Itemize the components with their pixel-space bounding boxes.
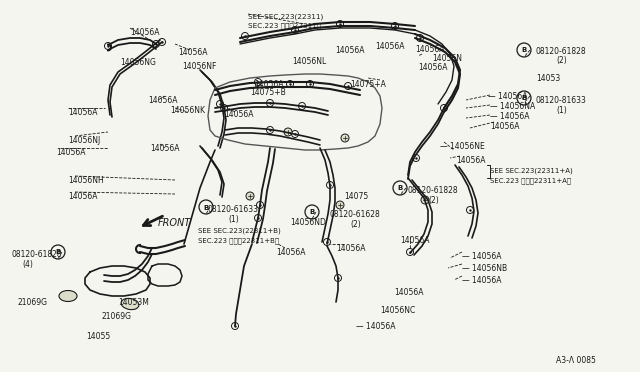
Text: — 14056NB: — 14056NB <box>462 264 507 273</box>
Text: 08120-61633: 08120-61633 <box>208 205 259 214</box>
Text: 14056A: 14056A <box>418 63 447 72</box>
Text: 14056NG: 14056NG <box>120 58 156 67</box>
Text: — 14056A: — 14056A <box>462 276 502 285</box>
Text: B: B <box>397 186 403 192</box>
Text: 08120-81633: 08120-81633 <box>536 96 587 105</box>
Text: 21069G: 21069G <box>102 312 132 321</box>
Text: 14056A: 14056A <box>68 108 97 117</box>
Text: 14056A: 14056A <box>415 45 445 54</box>
Text: 14056A: 14056A <box>335 46 365 55</box>
Text: 14056A: 14056A <box>375 42 404 51</box>
Text: — 14056A: — 14056A <box>490 112 529 121</box>
Circle shape <box>341 134 349 142</box>
Circle shape <box>336 201 344 209</box>
Text: 14056NF: 14056NF <box>182 62 216 71</box>
Text: 14056A: 14056A <box>224 110 253 119</box>
Text: FRONT: FRONT <box>158 218 191 228</box>
Text: (2): (2) <box>350 220 361 229</box>
Text: 14056NK: 14056NK <box>170 106 205 115</box>
Text: 08120-61828: 08120-61828 <box>408 186 459 195</box>
Text: SEE SEC.223(22311+B): SEE SEC.223(22311+B) <box>198 228 281 234</box>
Text: 14056ND: 14056ND <box>290 218 326 227</box>
Ellipse shape <box>121 298 139 310</box>
Text: — 14056A: — 14056A <box>488 92 527 101</box>
Circle shape <box>246 192 254 200</box>
Text: (1): (1) <box>556 106 567 115</box>
Circle shape <box>421 196 429 204</box>
Text: 14053: 14053 <box>536 74 560 83</box>
Text: (1): (1) <box>228 215 239 224</box>
Text: (4): (4) <box>22 260 33 269</box>
Text: B: B <box>522 96 527 102</box>
Text: 08120-61828: 08120-61828 <box>536 47 587 56</box>
Text: 14075: 14075 <box>344 192 368 201</box>
Text: 21069G: 21069G <box>18 298 48 307</box>
Text: SEC.223 参図（22311+B）: SEC.223 参図（22311+B） <box>198 237 279 244</box>
Text: 14056NJ: 14056NJ <box>68 136 100 145</box>
Text: B: B <box>522 48 527 54</box>
Text: 14056A: 14056A <box>400 236 429 245</box>
Text: SEC.223 参図（22311+A）: SEC.223 参図（22311+A） <box>490 177 571 184</box>
Text: 14056A: 14056A <box>336 244 365 253</box>
Circle shape <box>284 128 292 136</box>
Text: B: B <box>309 209 315 215</box>
Text: 14056N: 14056N <box>432 54 462 63</box>
Text: 14056A: 14056A <box>490 122 520 131</box>
Text: — 14056A: — 14056A <box>356 322 396 331</box>
Text: 14056A: 14056A <box>254 80 284 89</box>
Text: — 14056A: — 14056A <box>462 252 502 261</box>
Text: 08120-61628: 08120-61628 <box>330 210 381 219</box>
Text: 14056A: 14056A <box>150 144 179 153</box>
Text: 14056A: 14056A <box>394 288 424 297</box>
Text: SEE SEC.223(22311): SEE SEC.223(22311) <box>248 14 323 20</box>
Text: B: B <box>204 205 209 211</box>
Text: SEC.223 参図（22311）: SEC.223 参図（22311） <box>248 22 321 29</box>
Text: 14056A: 14056A <box>178 48 207 57</box>
Text: 14056NL: 14056NL <box>292 57 326 66</box>
Text: B: B <box>56 250 61 256</box>
Text: 14075+A: 14075+A <box>350 80 386 89</box>
Text: 14056A: 14056A <box>56 148 86 157</box>
Text: 14056A: 14056A <box>276 248 305 257</box>
Text: 14075+B: 14075+B <box>250 88 285 97</box>
Text: A3-Λ 0085: A3-Λ 0085 <box>556 356 596 365</box>
Ellipse shape <box>59 291 77 301</box>
Text: 14056A: 14056A <box>130 28 159 37</box>
Text: — 14056NA: — 14056NA <box>490 102 535 111</box>
Text: 14056A: 14056A <box>456 156 486 165</box>
Text: 14055: 14055 <box>86 332 110 341</box>
Text: SEE SEC.223(22311+A): SEE SEC.223(22311+A) <box>490 168 573 174</box>
Text: 14056NC: 14056NC <box>380 306 415 315</box>
Text: — 14056NE: — 14056NE <box>440 142 484 151</box>
Text: 08120-61828: 08120-61828 <box>12 250 63 259</box>
Text: 14053M: 14053M <box>118 298 149 307</box>
Text: (2): (2) <box>428 196 439 205</box>
Text: 14056A: 14056A <box>68 192 97 201</box>
Text: 14056NH: 14056NH <box>68 176 104 185</box>
Text: (2): (2) <box>556 56 567 65</box>
Text: 14056A: 14056A <box>148 96 177 105</box>
